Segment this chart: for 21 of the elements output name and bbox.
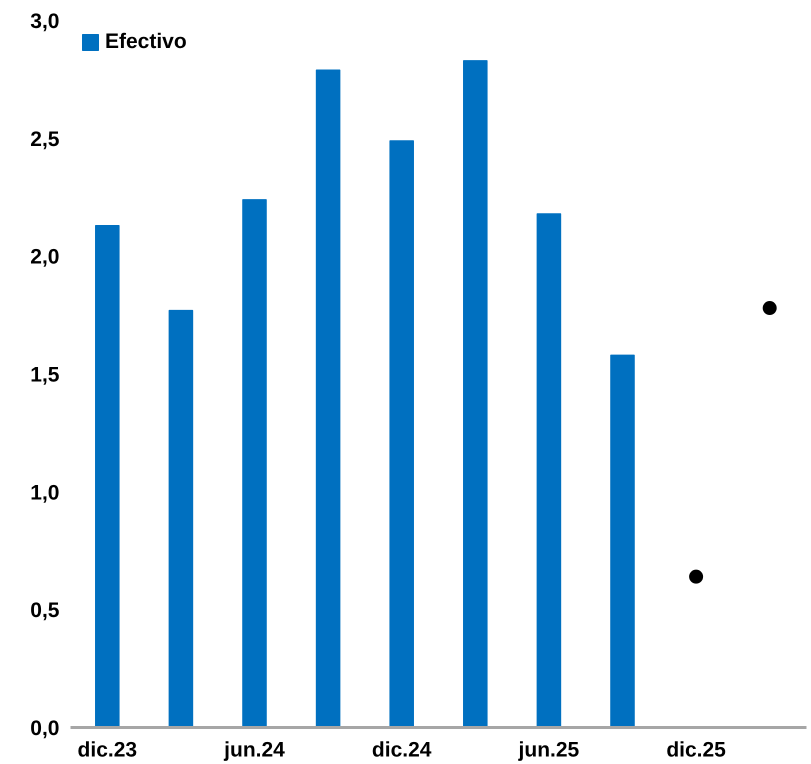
- y-tick-label: 0,0: [30, 717, 60, 740]
- x-tick-label: jun.25: [518, 738, 580, 762]
- x-tick-label: dic.24: [372, 738, 432, 762]
- bar: [536, 213, 562, 728]
- bar: [168, 310, 194, 728]
- y-tick-label: 0,5: [30, 599, 60, 622]
- bar: [463, 60, 488, 728]
- bar: [95, 225, 120, 728]
- legend-label: Efectivo: [105, 30, 187, 54]
- x-tick-label: jun.24: [223, 738, 286, 762]
- bar: [242, 199, 267, 728]
- bar: [316, 69, 340, 728]
- y-tick-label: 2,0: [30, 246, 60, 269]
- x-tick-label: dic.23: [78, 738, 138, 762]
- y-tick-label: 1,0: [30, 481, 60, 504]
- y-tick-label: 1,5: [30, 364, 60, 386]
- y-tick-label: 3,0: [30, 10, 60, 33]
- x-tick-label: dic.25: [666, 738, 726, 762]
- bar: [610, 354, 635, 728]
- y-tick-label: 2,5: [30, 128, 60, 151]
- bar: [389, 140, 414, 728]
